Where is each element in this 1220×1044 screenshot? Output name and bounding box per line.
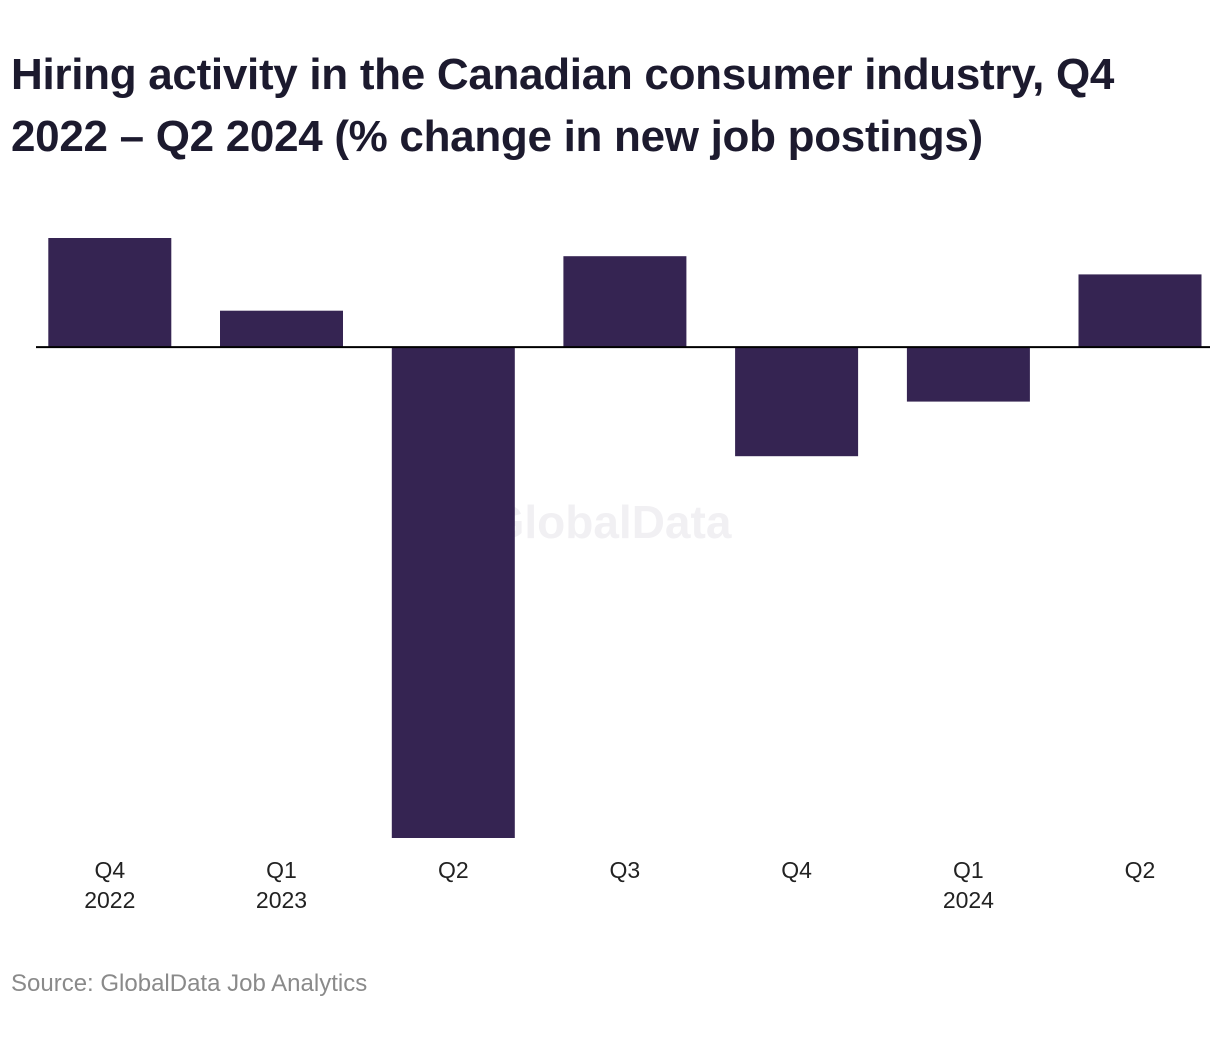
watermark-text: GlobalData [489, 496, 732, 548]
x-tick-quarter-3: Q3 [610, 857, 641, 883]
x-tick-quarter-2: Q2 [438, 857, 469, 883]
bar-5 [906, 347, 1030, 402]
x-tick-quarter-0: Q4 [94, 857, 125, 883]
bars-group [48, 238, 1202, 838]
bar-3 [563, 256, 687, 348]
bar-2 [391, 347, 515, 838]
bar-6 [1078, 274, 1202, 348]
x-tick-year-0: 2022 [84, 887, 135, 913]
x-tick-year-1: 2023 [256, 887, 307, 913]
bar-0 [48, 238, 172, 348]
x-tick-quarter-4: Q4 [781, 857, 812, 883]
chart-title: Hiring activity in the Canadian consumer… [11, 50, 1115, 161]
x-tick-quarter-1: Q1 [266, 857, 297, 883]
x-tick-year-5: 2024 [943, 887, 994, 913]
x-axis-labels: Q4 2022 Q1 2023 Q2 Q3 Q4 Q1 2024 Q2 [84, 857, 1155, 913]
bar-1 [220, 310, 343, 348]
bar-4 [735, 347, 859, 457]
source-note: Source: GlobalData Job Analytics [11, 970, 368, 997]
x-tick-quarter-6: Q2 [1125, 857, 1156, 883]
x-tick-quarter-5: Q1 [953, 857, 984, 883]
